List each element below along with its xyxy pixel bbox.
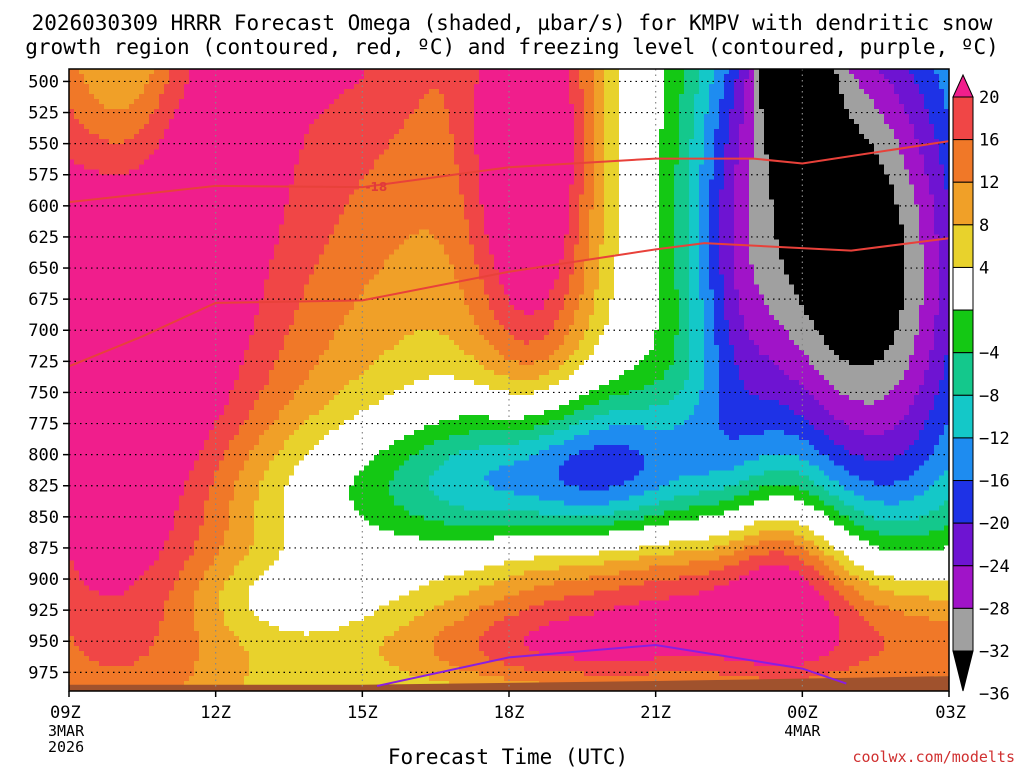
y-tick-label: 650: [28, 259, 59, 279]
colorbar-label: −36: [979, 685, 1010, 705]
y-tick-label: 775: [28, 415, 59, 435]
colorbar-segment: [952, 266, 974, 311]
y-tick-label: 750: [28, 383, 59, 403]
y-tick-label: 550: [28, 135, 59, 155]
x-tick-label: 18Z: [494, 703, 525, 723]
x-tick-label: 03Z: [935, 703, 966, 723]
x-tick-label: 09Z: [50, 703, 81, 723]
colorbar-label: −8: [979, 386, 999, 406]
contour-lines: -18: [69, 140, 949, 688]
colorbar-label: −24: [979, 557, 1010, 577]
colorbar-segment: [952, 224, 974, 268]
y-tick-label: 700: [28, 321, 59, 341]
colorbar-bottom-arrow: [952, 650, 974, 692]
x-tick-label: 12Z: [200, 703, 231, 723]
y-tick-label: 500: [28, 72, 59, 92]
y-tick-label: 675: [28, 290, 59, 310]
colorbar-label: −12: [979, 429, 1010, 449]
chart-title-line1: 2026030309 HRRR Forecast Omega (shaded, …: [32, 11, 993, 35]
dgz-contour-label: -18: [365, 180, 387, 194]
colorbar-label: −16: [979, 472, 1010, 492]
y-tick-label: 575: [28, 166, 59, 186]
colorbar-segment: [952, 565, 974, 609]
plot-area: -18: [69, 69, 949, 691]
colorbar-label: −28: [979, 599, 1010, 619]
y-tick-label: 950: [28, 632, 59, 652]
credit-link[interactable]: coolwx.com/modelts: [852, 748, 1015, 766]
colorbar-segment: [952, 181, 974, 226]
y-tick-label: 825: [28, 477, 59, 497]
y-tick-label: 725: [28, 352, 59, 372]
colorbar-segment: [952, 309, 974, 354]
x-year-label: 2026: [48, 738, 84, 756]
x-date-label: 4MAR: [784, 722, 821, 740]
terrain-fill: [69, 676, 949, 691]
colorbar-label: −32: [979, 642, 1010, 662]
y-tick-label: 925: [28, 601, 59, 621]
colorbar-segment: [952, 394, 974, 439]
colorbar-label: −4: [979, 344, 999, 364]
colorbar-segment: [952, 352, 974, 396]
y-tick-label: 975: [28, 663, 59, 683]
colorbar-label: 12: [979, 173, 999, 193]
colorbar-label: 4: [979, 258, 989, 278]
y-tick-label: 800: [28, 446, 59, 466]
colorbar-label: 8: [979, 216, 989, 236]
y-tick-label: 625: [28, 228, 59, 248]
freezing-level-line: [376, 643, 847, 688]
colorbar-top-arrow: [952, 73, 974, 98]
colorbar-label: 16: [979, 131, 999, 151]
dgz-contour-line: [69, 140, 949, 204]
y-tick-label: 525: [28, 104, 59, 124]
colorbar-segment: [952, 480, 974, 524]
y-tick-label: 900: [28, 570, 59, 590]
colorbar-segment: [952, 437, 974, 482]
colorbar-label: 20: [979, 88, 999, 108]
x-tick-label: 21Z: [640, 703, 671, 723]
colorbar-segment: [952, 522, 974, 567]
x-tick-label: 00Z: [787, 703, 818, 723]
y-tick-label: 850: [28, 508, 59, 528]
colorbar-segment: [952, 96, 974, 141]
y-axis: 500 525 550 575 600 625 650 675 700 725 750 775 800 8…: [28, 72, 69, 683]
x-tick-label: 15Z: [347, 703, 378, 723]
x-axis-label: Forecast Time (UTC): [388, 745, 628, 768]
y-tick-label: 875: [28, 539, 59, 559]
colorbar-segment: [952, 607, 974, 652]
chart-title-line2: growth region (contoured, red, ºC) and f…: [25, 35, 999, 59]
colorbar-segment: [952, 139, 974, 183]
x-date-label: 3MAR: [48, 722, 85, 740]
grid-lines: [69, 69, 949, 691]
y-tick-label: 600: [28, 197, 59, 217]
colorbar: 20 16 12 8 4 −4 −8 −12 −16 −20 −24 −28 −32 −36: [952, 73, 1010, 705]
colorbar-label: −20: [979, 514, 1010, 534]
dgz-contour-line: [69, 237, 949, 368]
